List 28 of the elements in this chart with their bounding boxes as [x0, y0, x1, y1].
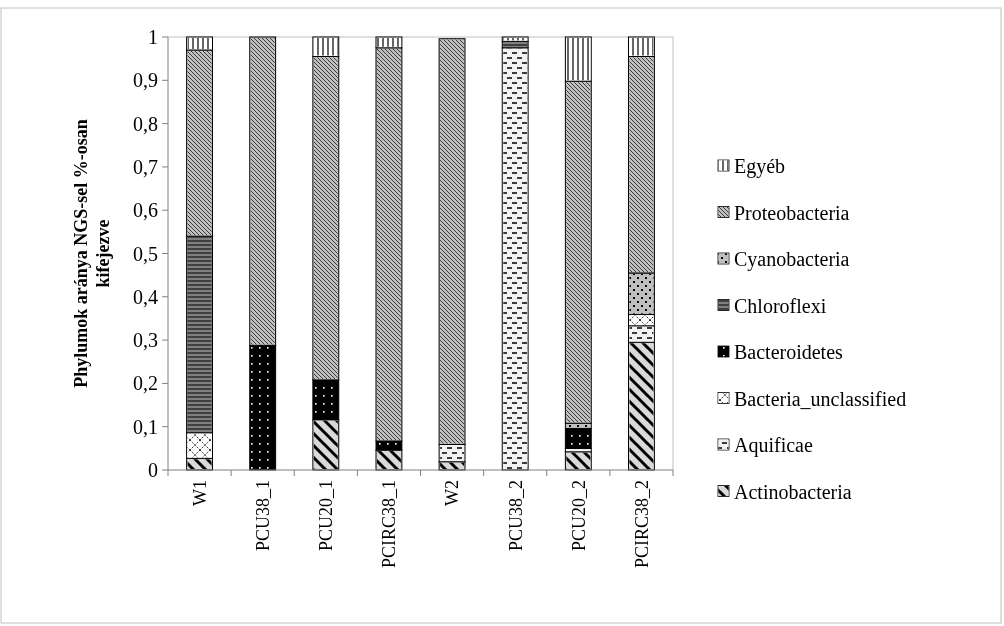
legend-label: Egyéb [734, 155, 786, 178]
legend-label: Cyanobacteria [734, 248, 850, 271]
x-tick-label: PCIRC38_1 [379, 480, 400, 569]
y-axis-title: Phylumok aránya NGS-sel %-osan kifejezve [71, 119, 113, 388]
y-tick-label: 0,2 [133, 372, 158, 395]
x-tick-label: PCU38_1 [252, 480, 273, 552]
y-tick-label: 1 [148, 26, 158, 48]
x-tick-label: W2 [442, 480, 463, 506]
y-tick-label: 0,4 [133, 285, 158, 308]
y-tick-label: 0,9 [133, 69, 158, 92]
x-tick-label: PCU20_2 [568, 480, 589, 552]
x-tick-label: PCIRC38_2 [631, 480, 652, 569]
y-tick-label: 0,1 [133, 415, 158, 438]
y-tick-label: 0,8 [133, 112, 158, 135]
legend-label: Bacteria_unclassified [734, 387, 907, 410]
y-tick-label: 0,6 [133, 199, 158, 222]
legend-label: Aquificae [734, 434, 813, 457]
x-tick-label: W1 [189, 480, 210, 506]
x-tick-label: PCU38_2 [505, 480, 526, 552]
y-tick-label: 0,5 [133, 242, 158, 265]
legend-label: Proteobacteria [734, 201, 850, 224]
y-tick-label: 0,3 [133, 329, 158, 352]
y-tick-label: 0 [148, 459, 158, 481]
legend-label: Chloroflexi [734, 294, 827, 317]
y-tick-label: 0,7 [133, 155, 158, 178]
legend-label: Actinobacteria [734, 480, 852, 503]
x-tick-label: PCU20_1 [316, 480, 337, 552]
legend-label: Bacteroidetes [734, 341, 844, 363]
